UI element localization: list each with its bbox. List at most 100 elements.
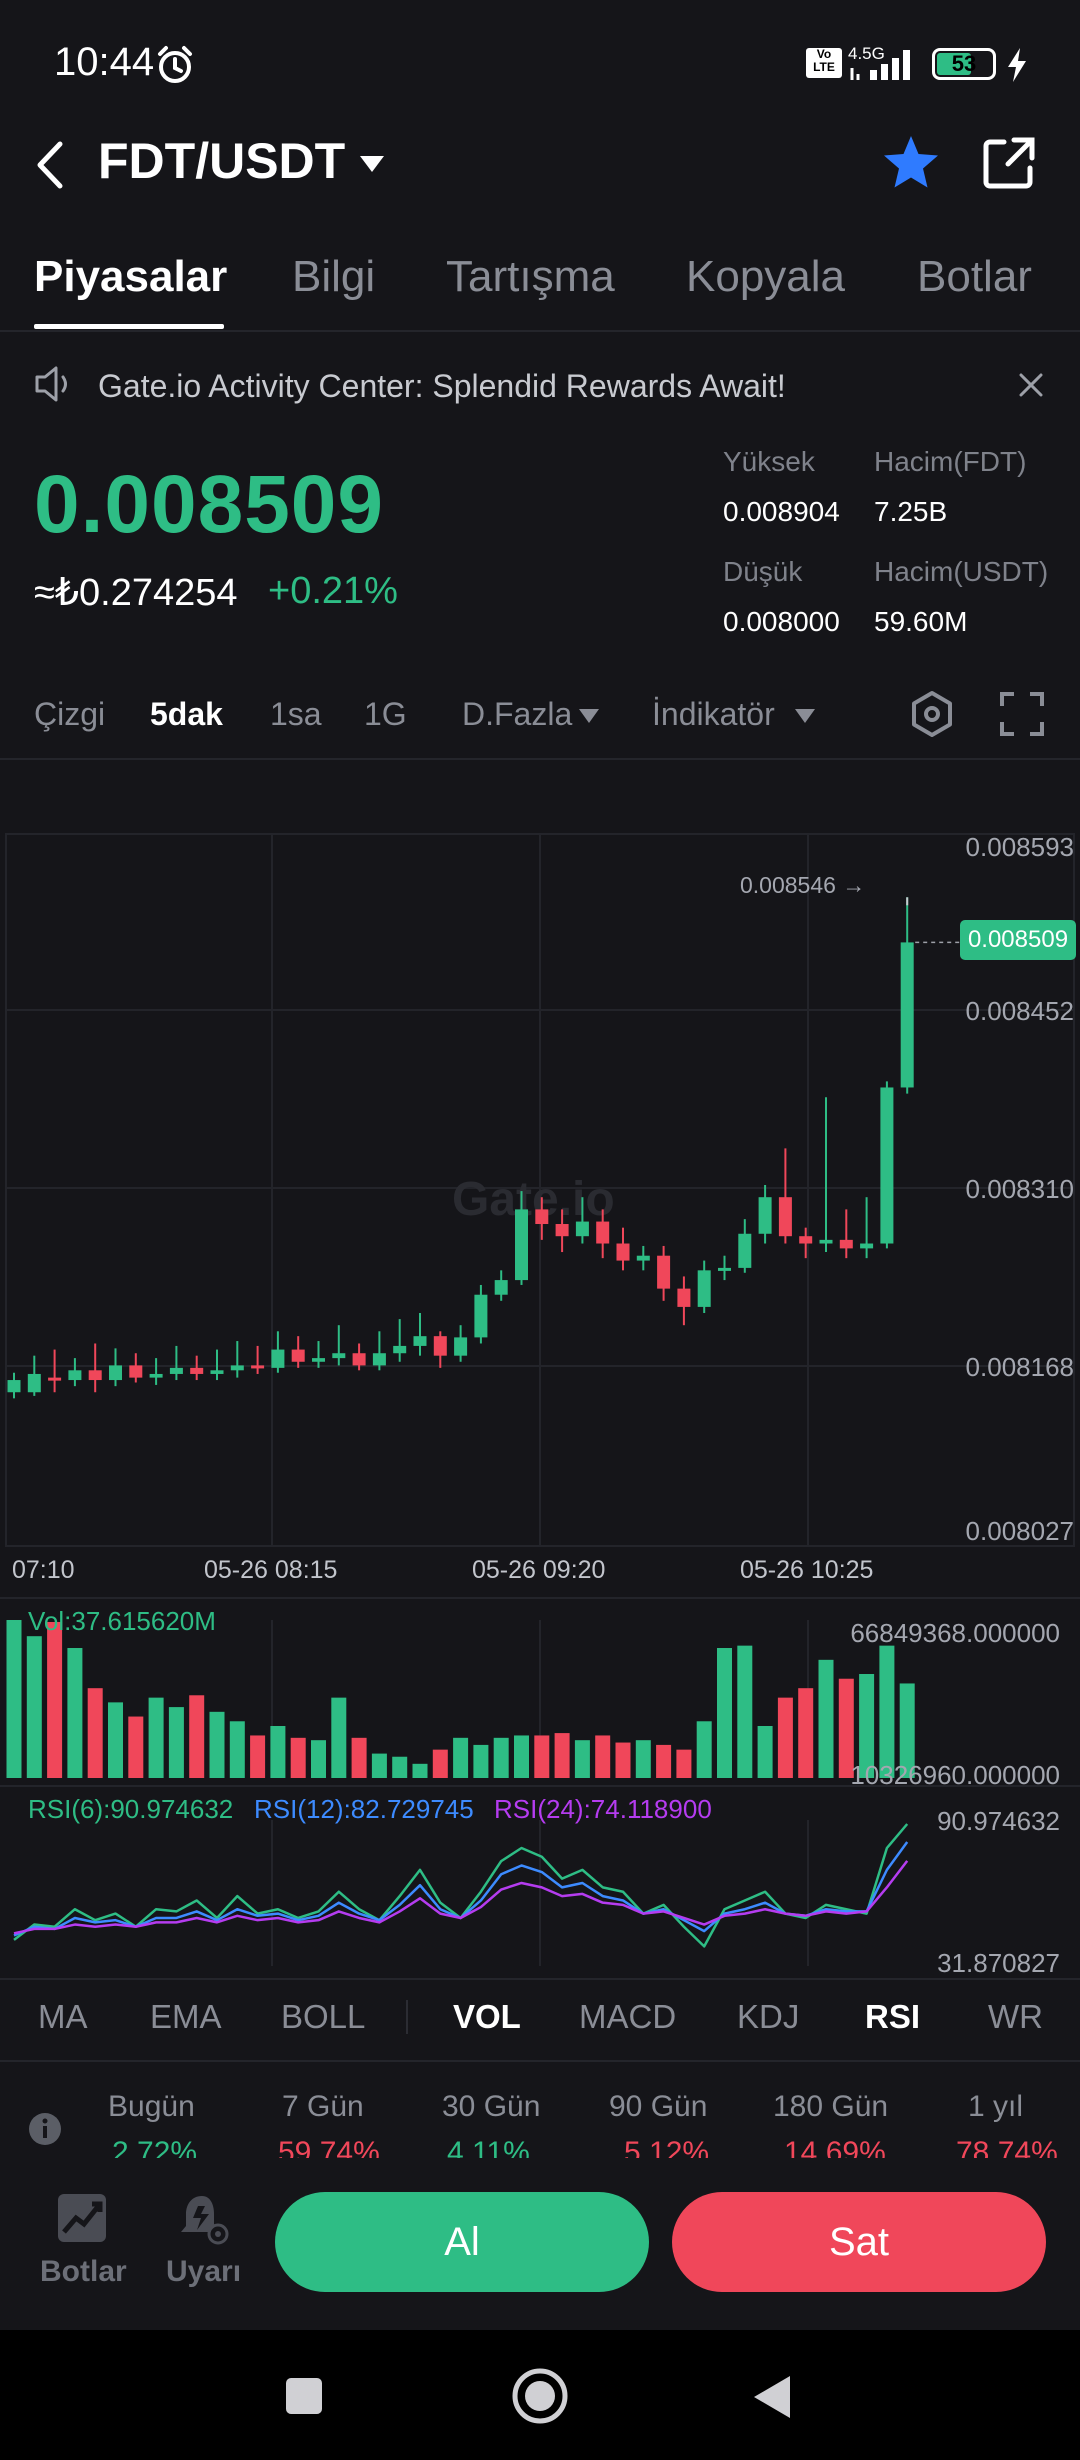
candle-body [860, 1243, 874, 1249]
announcement-banner[interactable]: Gate.io Activity Center: Splendid Reward… [0, 340, 1080, 430]
volume-bar [757, 1726, 773, 1778]
tab-botlar[interactable]: Botlar [917, 252, 1032, 301]
volume-max: 66849368.000000 [850, 1618, 1060, 1648]
volume-bar [128, 1716, 144, 1778]
candle-body [616, 1243, 630, 1261]
back-nav-icon[interactable] [752, 2374, 792, 2420]
pair-dropdown-icon[interactable] [358, 154, 386, 174]
rsi-line-1 [13, 1841, 909, 1937]
share-icon[interactable] [982, 136, 1036, 190]
tab-bilgi[interactable]: Bilgi [292, 252, 376, 301]
last-price: 0.008509 [34, 459, 385, 550]
candle-body [68, 1370, 82, 1381]
more-dropdown-icon[interactable] [578, 708, 600, 724]
low-value: 0.008000 [723, 606, 840, 637]
volume-bar [67, 1648, 83, 1778]
volume-bar [635, 1740, 651, 1778]
candle-body [372, 1353, 386, 1366]
battery-icon: 53 [932, 48, 996, 80]
signal-icon [850, 50, 910, 80]
back-arrow-icon[interactable] [30, 138, 70, 192]
candle-body [778, 1197, 792, 1237]
interval-line[interactable]: Çizgi [34, 696, 106, 732]
interval-5m[interactable]: 5dak [150, 696, 223, 732]
recents-icon[interactable] [284, 2376, 324, 2416]
perf-label-30d: 30 Gün [442, 2090, 541, 2123]
candle-body [169, 1367, 183, 1374]
fiat-price: ≈₺0.274254 [34, 572, 238, 614]
indicator-macd[interactable]: MACD [579, 1998, 677, 2035]
candle-body [697, 1270, 711, 1307]
interval-divider [0, 758, 1080, 760]
volume-bar [229, 1721, 245, 1778]
volume-bar [534, 1735, 550, 1778]
interval-1h[interactable]: 1sa [270, 696, 322, 732]
indicator-kdj[interactable]: KDJ [737, 1998, 800, 2035]
indicator-rsi[interactable]: RSI [865, 1998, 921, 2035]
candle-body [7, 1380, 21, 1393]
fullscreen-icon[interactable] [998, 690, 1046, 738]
candle-body [88, 1370, 102, 1381]
candle-body [900, 942, 914, 1088]
indicator-boll[interactable]: BOLL [281, 1998, 366, 2035]
volume-bar [6, 1620, 22, 1778]
candle-body [332, 1353, 346, 1359]
volume-bar [514, 1735, 529, 1778]
candle-body [555, 1224, 569, 1237]
candle-body [718, 1267, 731, 1271]
candle-body [352, 1353, 366, 1366]
status-bar: 10:44 Vo LTE 4.5G 53 [0, 0, 1080, 120]
indicator-dropdown-icon[interactable] [794, 708, 816, 724]
volume-label: Vol:37.615620M [28, 1606, 216, 1636]
volume-bar [87, 1688, 103, 1778]
perf-value-90d: 5.12% [624, 2136, 710, 2158]
candle-body [291, 1349, 305, 1362]
sell-button[interactable]: Sat [672, 2192, 1046, 2292]
tab-piyasalar[interactable]: Piyasalar [34, 252, 228, 301]
perf-label-90d: 90 Gün [609, 2090, 708, 2123]
volume-bar [47, 1622, 63, 1778]
indicator-vol[interactable]: VOL [453, 1998, 521, 2035]
perf-value-7d: 59.74% [278, 2136, 380, 2158]
interval-1d[interactable]: 1G [364, 696, 407, 732]
candle-body [758, 1197, 772, 1234]
candle-body [190, 1367, 204, 1374]
chart-settings-icon[interactable] [908, 690, 956, 738]
candle-body [210, 1370, 224, 1374]
interval-more[interactable]: D.Fazla [462, 696, 573, 732]
favorite-star-icon[interactable] [882, 134, 940, 190]
volume-bar [432, 1749, 448, 1778]
indicator-ma[interactable]: MA [38, 1998, 88, 2035]
candle-body [535, 1209, 549, 1225]
rsi12-label: RSI(12):82.729745 [254, 1794, 474, 1824]
volume-bar [777, 1697, 793, 1778]
y-tick-3: 0.008310 [965, 1174, 1074, 1204]
price-chart[interactable]: Gate.io [0, 770, 1080, 1980]
volume-bar [737, 1645, 753, 1778]
candle-body [393, 1345, 407, 1354]
pair-title[interactable]: FDT/USDT [98, 133, 346, 189]
alerts-label[interactable]: Uyarı [166, 2255, 242, 2288]
indicator-wr[interactable]: WR [988, 1998, 1043, 2035]
bots-label[interactable]: Botlar [40, 2255, 127, 2288]
info-icon[interactable] [28, 2112, 62, 2146]
close-icon[interactable] [1018, 372, 1044, 398]
candle-body [413, 1336, 427, 1346]
volume-bar [250, 1735, 266, 1778]
volume-bar [108, 1702, 123, 1778]
indicator-menu[interactable]: İndikatör [652, 696, 775, 732]
volume-bar [879, 1645, 895, 1778]
tab-tartisma[interactable]: Tartışma [446, 252, 615, 301]
buy-button[interactable]: Al [275, 2192, 649, 2292]
indicator-separator [406, 2000, 408, 2034]
indicator-ema[interactable]: EMA [150, 1998, 222, 2035]
tab-kopyala[interactable]: Kopyala [686, 252, 846, 301]
banner-text: Gate.io Activity Center: Splendid Reward… [98, 368, 786, 404]
perf-label-7d: 7 Gün [282, 2090, 364, 2123]
perf-label-1y: 1 yıl [968, 2090, 1024, 2123]
candle-body [575, 1221, 589, 1237]
alert-bell-icon[interactable] [176, 2192, 230, 2246]
bots-icon[interactable] [56, 2192, 108, 2244]
volume-min: 10326960.000000 [850, 1760, 1060, 1790]
home-icon[interactable] [510, 2366, 570, 2426]
